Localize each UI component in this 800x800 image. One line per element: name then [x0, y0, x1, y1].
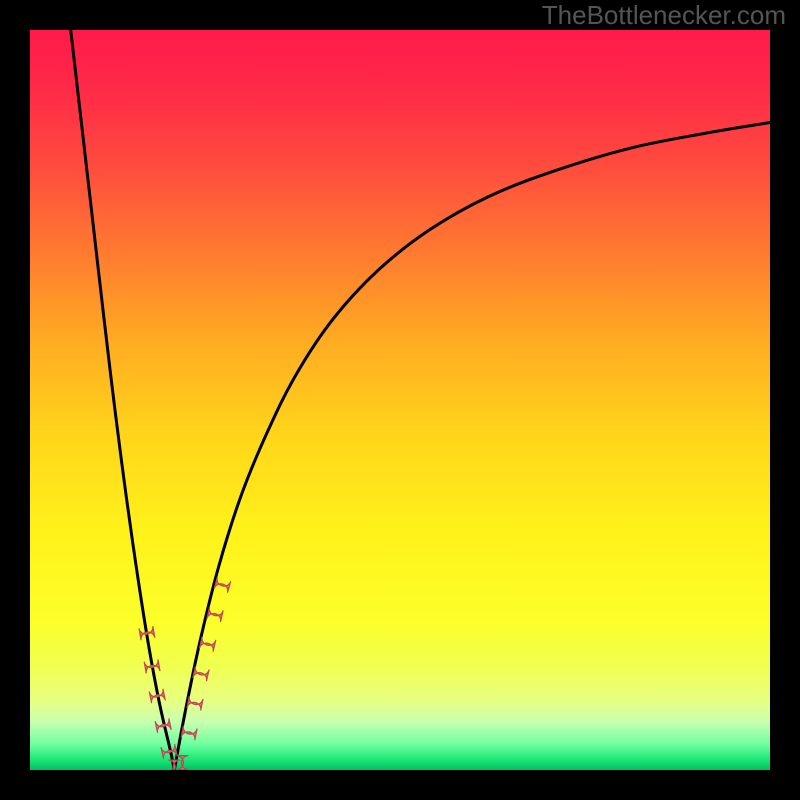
data-marker: [181, 726, 197, 741]
curve-layer: [30, 30, 770, 770]
data-marker: [168, 760, 180, 770]
bottleneck-curve: [71, 30, 175, 770]
watermark-text: TheBottlenecker.com: [542, 0, 786, 31]
data-marker: [176, 756, 188, 770]
bottleneck-curve: [174, 123, 770, 771]
data-marker: [187, 696, 203, 711]
data-marker: [214, 577, 231, 592]
chart-stage: TheBottlenecker.com: [0, 0, 800, 800]
data-marker: [207, 607, 223, 622]
data-marker: [193, 666, 209, 681]
plot-area: [30, 30, 770, 770]
data-marker: [199, 637, 215, 652]
